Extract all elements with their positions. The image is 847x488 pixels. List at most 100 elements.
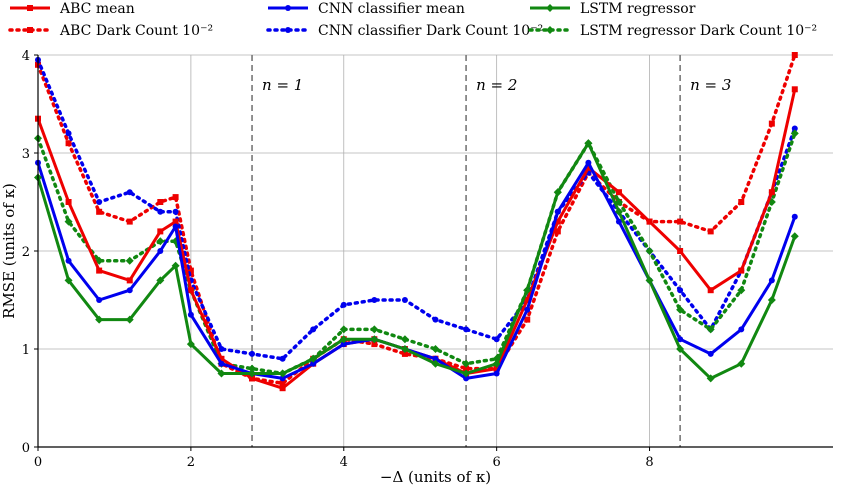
data-point [553,188,562,197]
data-point [790,129,799,138]
resonance-label: n = 2 [476,76,517,94]
legend-label: CNN classifier Dark Count 10⁻² [318,23,543,39]
series-line [36,88,797,390]
x-tick-label: 8 [645,455,653,470]
data-point [126,218,133,225]
grid [38,54,833,447]
data-point [645,247,654,255]
data-point [125,256,134,265]
tick-labels: 0 2 4 6 8 0 1 2 3 4 [22,49,654,470]
data-point [125,315,134,324]
data-point [340,301,347,308]
legend-item: ABC Dark Count 10⁻² [8,23,213,39]
legend-label: ABC Dark Count 10⁻² [59,23,213,39]
data-point [126,189,133,196]
data-point [248,369,257,378]
data-point [279,375,286,382]
data-point [737,359,746,368]
data-point [645,276,654,285]
data-point [462,369,471,378]
data-point [172,223,179,230]
data-point [492,359,501,368]
data-point [339,335,348,344]
data-point [157,228,164,235]
data-point [614,207,623,216]
data-point [126,287,133,294]
x-tick-label: 2 [187,455,195,470]
data-point [431,359,440,368]
data-point [493,370,500,377]
data-point [676,305,685,314]
data-point [706,325,715,334]
data-point [738,199,745,205]
data-point [218,360,225,367]
x-tick-label: 6 [493,455,501,470]
series-1 [35,159,798,382]
y-tick-label: 2 [22,245,30,260]
y-axis-label: RMSE (units of κ) [0,183,18,319]
data-point [95,315,104,324]
data-point [401,297,408,303]
data-point [707,350,714,357]
data-point [401,350,408,357]
data-point [463,375,470,382]
data-point [340,341,347,348]
data-point [27,5,33,11]
data-point [677,218,684,225]
data-point [157,199,164,205]
legend-item: LSTM regressor [530,1,696,17]
data-point [584,139,593,148]
x-tick-label: 4 [340,455,348,470]
data-point [768,277,775,284]
legend: ABC mean CNN classifier mean LSTM regresso… [8,1,817,39]
series-3 [35,52,798,387]
series-lines [34,52,799,392]
data-point [767,296,776,304]
data-point [249,375,256,382]
data-point [96,267,103,274]
x-axis-label: −Δ (units of κ) [380,468,491,486]
data-point [585,164,592,171]
data-point [248,364,257,373]
data-point [554,218,561,225]
data-point [707,287,714,294]
legend-label: ABC mean [59,1,135,17]
data-point [493,365,500,372]
data-point [96,199,103,205]
y-tick-label: 4 [22,49,30,64]
data-point [186,340,195,349]
data-point [310,360,317,367]
data-point [400,335,409,344]
data-point [432,316,439,323]
data-point [738,267,745,274]
y-tick-label: 0 [22,441,30,456]
data-point [187,267,194,274]
data-point [65,257,72,264]
data-point [546,4,554,12]
data-point [371,297,378,303]
data-point [65,199,72,205]
data-point [791,213,798,220]
data-point [677,336,684,343]
data-point [65,130,72,137]
axes [34,54,833,451]
legend-label: CNN classifier mean [318,1,465,17]
series-0 [35,86,798,392]
data-point [187,311,194,318]
data-point [157,248,164,254]
data-point [790,232,799,241]
legend-item: CNN classifier mean [268,1,465,17]
data-point [370,335,379,344]
data-point [309,354,318,363]
data-point [554,228,561,235]
series-2 [34,139,799,383]
data-point [546,26,554,34]
series-line [36,161,797,380]
data-point [172,208,179,215]
data-point [187,287,194,294]
data-point [278,369,287,378]
data-point [738,326,745,333]
data-point [96,208,103,215]
data-point [279,380,286,387]
